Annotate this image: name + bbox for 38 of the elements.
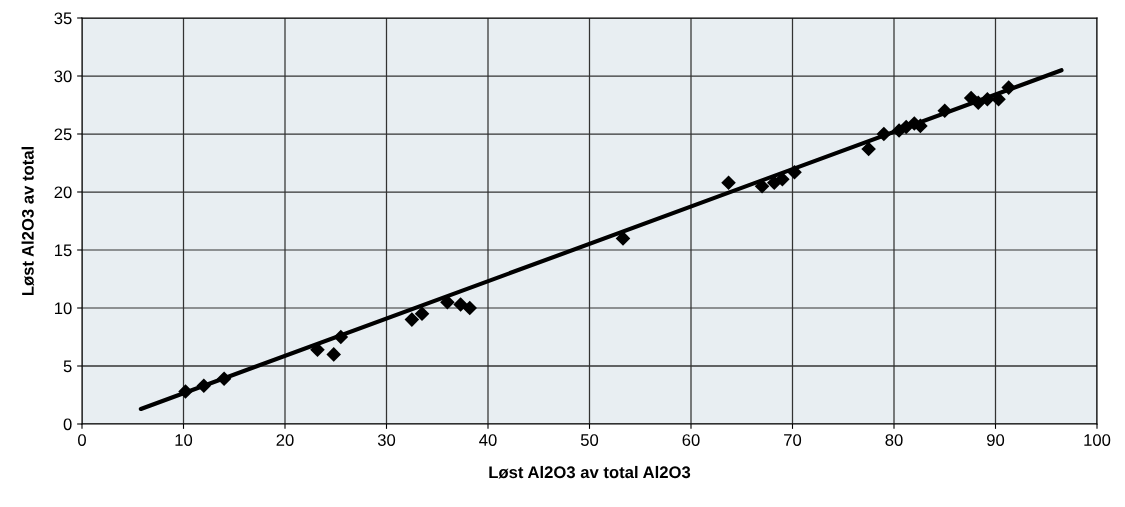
x-tick-label: 60 <box>682 434 700 446</box>
point <box>404 312 420 327</box>
point <box>326 347 341 362</box>
x-tick-label: 50 <box>580 434 599 446</box>
x-tick-label: 20 <box>276 434 294 446</box>
y-tick-label: 5 <box>63 360 72 373</box>
y-tick-label: 15 <box>55 244 72 257</box>
point <box>721 175 736 190</box>
x-tick-label: 30 <box>377 434 396 446</box>
point <box>196 378 212 393</box>
point <box>414 306 430 322</box>
y-tick-label: 20 <box>54 186 72 199</box>
x-tick-label: 100 <box>1084 434 1111 446</box>
point <box>937 103 953 119</box>
x-tick-label: 80 <box>885 434 903 446</box>
y-tick-label: 35 <box>54 12 72 25</box>
x-tick-label: 40 <box>479 434 497 446</box>
x-axis-title: Løst Al2O3 av total Al2O3 <box>489 465 691 479</box>
point <box>333 329 349 345</box>
x-tick-label: 0 <box>78 434 86 446</box>
y-axis-title: Løst Al2O3 av total <box>21 147 35 296</box>
point <box>462 300 478 316</box>
y-tick-label: 0 <box>63 418 72 431</box>
point <box>787 165 802 180</box>
point <box>615 231 631 246</box>
point <box>980 91 995 107</box>
point <box>876 126 892 142</box>
y-tick-label: 30 <box>54 70 72 83</box>
y-tick-label: 10 <box>55 302 72 315</box>
y-tick-label: 25 <box>54 128 72 141</box>
x-tick-label: 10 <box>175 434 193 446</box>
point <box>453 297 468 312</box>
x-tick-label: 90 <box>987 434 1005 446</box>
point <box>178 384 193 399</box>
point <box>861 141 876 157</box>
x-tick-label: 70 <box>784 434 802 446</box>
point <box>216 371 232 387</box>
point <box>1001 80 1016 95</box>
